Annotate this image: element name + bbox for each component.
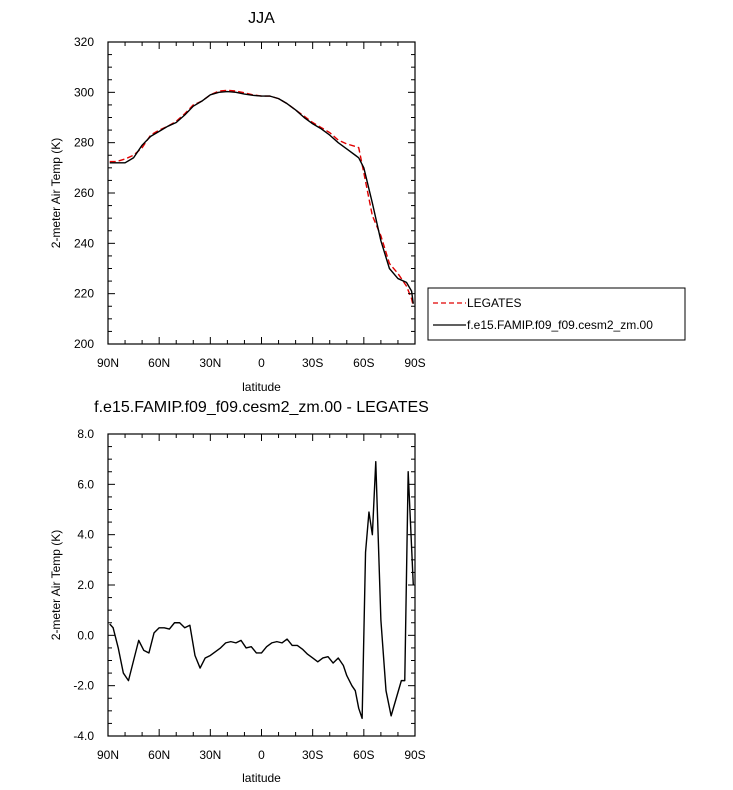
y-tick-label: 220 xyxy=(74,287,94,301)
panel-top-frame xyxy=(107,41,416,345)
y-tick-label: -2.0 xyxy=(73,679,94,693)
panel-bottom-xlabel: latitude xyxy=(242,771,281,785)
legend-box xyxy=(427,287,686,341)
y-tick-label: 6.0 xyxy=(77,477,94,491)
panel-bottom-title: f.e15.FAMIP.f09_f09.cesm2_zm.00 - LEGATE… xyxy=(94,399,429,416)
panel-top-series xyxy=(109,89,414,307)
y-tick-label: 8.0 xyxy=(77,427,94,441)
x-tick-label: 60N xyxy=(148,356,170,370)
x-tick-label: 90N xyxy=(97,356,119,370)
x-tick-label: 60N xyxy=(148,748,170,762)
legend: LEGATES f.e15.FAMIP.f09_f09.cesm2_zm.00 xyxy=(427,287,686,341)
y-tick-label: 280 xyxy=(74,136,94,150)
y-tick-label: 4.0 xyxy=(77,528,94,542)
x-tick-label: 60S xyxy=(353,356,374,370)
panel-bottom-ylabel: 2-meter Air Temp (K) xyxy=(49,530,63,640)
x-tick-label: 30S xyxy=(302,356,323,370)
panel-bottom-frame xyxy=(107,433,416,737)
y-tick-label: 2.0 xyxy=(77,578,94,592)
y-tick-label: 240 xyxy=(74,236,94,250)
panel-bottom-ticks: 90N 60N 30N 0 30S 60S 90S -4.0 -2.0 0.0 2.0 4.0 6.0 8… xyxy=(73,427,425,762)
series-line-0 xyxy=(109,89,414,307)
panel-top-title: JJA xyxy=(248,10,275,27)
x-tick-label: 90S xyxy=(404,356,425,370)
x-tick-label: 30S xyxy=(302,748,323,762)
x-tick-label: 0 xyxy=(258,356,265,370)
panel-top-ylabel: 2-meter Air Temp (K) xyxy=(49,138,63,248)
legend-label-legates: LEGATES xyxy=(467,296,521,310)
series-line-0 xyxy=(109,460,414,720)
x-tick-label: 30N xyxy=(199,748,221,762)
panel-bottom-series xyxy=(109,460,414,720)
y-tick-label: 200 xyxy=(74,337,94,351)
y-tick-label: 260 xyxy=(74,186,94,200)
y-tick-label: 0.0 xyxy=(77,628,94,642)
x-tick-label: 0 xyxy=(258,748,265,762)
x-tick-label: 90S xyxy=(404,748,425,762)
x-tick-label: 30N xyxy=(199,356,221,370)
y-tick-label: 320 xyxy=(74,35,94,49)
x-tick-label: 90N xyxy=(97,748,119,762)
y-tick-label: 300 xyxy=(74,85,94,99)
panel-top: JJA 90N 60N 30N 0 30S 60S 90S 200 220 240 260 280 30… xyxy=(49,10,426,394)
panel-top-ticks: 90N 60N 30N 0 30S 60S 90S 200 220 240 260 280 300 320 xyxy=(74,35,426,370)
panel-top-xlabel: latitude xyxy=(242,380,281,394)
series-line-1 xyxy=(109,90,414,304)
x-tick-label: 60S xyxy=(353,748,374,762)
legend-label-model: f.e15.FAMIP.f09_f09.cesm2_zm.00 xyxy=(467,318,653,332)
y-tick-label: -4.0 xyxy=(73,729,94,743)
panel-bottom: f.e15.FAMIP.f09_f09.cesm2_zm.00 - LEGATE… xyxy=(49,399,429,785)
